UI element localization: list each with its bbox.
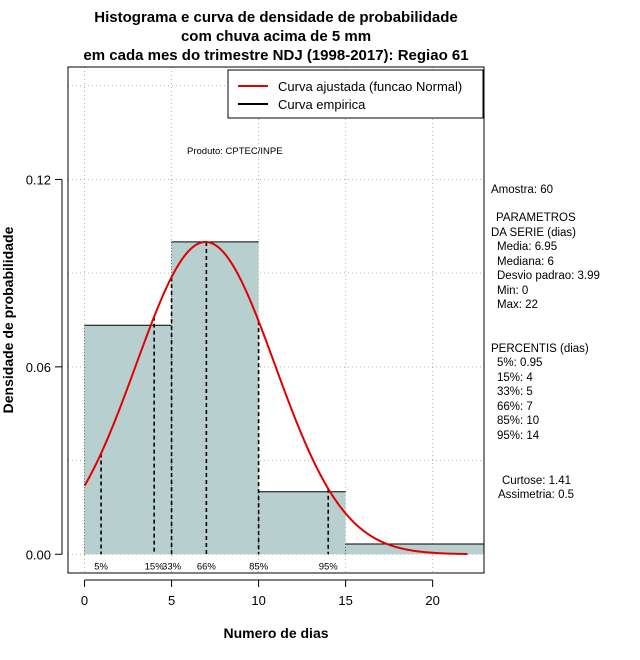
legend-label-empirical: Curva empirica	[278, 97, 366, 112]
stat-p85: 85%: 10	[497, 415, 539, 427]
statistics-panel: Amostra: 60 PARAMETROS DA SERIE (dias) M…	[491, 184, 600, 501]
stat-skewness: Assimetria: 0.5	[498, 489, 574, 501]
product-annotation: Produto: CPTEC/INPE	[187, 146, 283, 157]
histogram-bars	[84, 241, 484, 555]
stat-p33: 33%: 5	[497, 386, 533, 398]
percentile-label-95%: 95%	[319, 561, 339, 572]
stat-kurtosis: Curtose: 1.41	[502, 475, 571, 487]
y-tick-label-0.06: 0.06	[26, 360, 51, 375]
x-tick-label-0: 0	[81, 593, 88, 608]
stat-mean: Media: 6.95	[497, 241, 557, 253]
sample-size: Amostra: 60	[491, 184, 553, 196]
x-tick-label-10: 10	[251, 593, 265, 608]
stat-max: Max: 22	[497, 299, 538, 311]
y-axis: 0.00 0.06 0.12	[26, 172, 63, 562]
x-axis-title: Numero de dias	[223, 625, 328, 641]
stat-sd: Desvio padrao: 3.99	[497, 270, 600, 282]
params-header-1: PARAMETROS	[496, 212, 576, 224]
stat-p15: 15%: 4	[497, 372, 533, 384]
percentile-label-33%: 33%	[162, 561, 182, 572]
normal-curve	[83, 240, 468, 556]
stat-p5: 5%: 0.95	[497, 357, 542, 369]
percentiles-header: PERCENTIS (dias)	[491, 343, 589, 355]
stat-min: Min: 0	[497, 285, 528, 297]
legend: Curva ajustada (funcao Normal) Curva emp…	[227, 69, 484, 119]
stat-p66: 66%: 7	[497, 401, 533, 413]
x-tick-label-5: 5	[168, 593, 175, 608]
y-axis-title: Densidade de probabilidade	[0, 226, 16, 413]
stat-median: Mediana: 6	[497, 256, 554, 268]
legend-box	[227, 69, 484, 119]
percentile-label-5%: 5%	[94, 561, 108, 572]
normal-fit-curve	[83, 240, 468, 556]
chart-title-line-1: Histograma e curva de densidade de proba…	[94, 9, 457, 26]
percentile-lines: 5% 15%33% 66% 85% 95%	[94, 241, 339, 572]
percentile-label-66%: 66%	[197, 561, 217, 572]
histogram-bar-3	[258, 491, 346, 555]
params-header-2: DA SERIE (dias)	[491, 227, 576, 239]
x-tick-label-20: 20	[425, 593, 439, 608]
y-tick-label-0.12: 0.12	[26, 172, 51, 187]
y-tick-label-0.00: 0.00	[26, 547, 51, 562]
percentile-label-85%: 85%	[249, 561, 269, 572]
chart-title-line-2: com chuva acima de 5 mm	[181, 28, 371, 45]
legend-label-fit: Curva ajustada (funcao Normal)	[278, 79, 462, 94]
percentile-label-15%: 15%	[145, 561, 165, 572]
x-tick-label-15: 15	[338, 593, 352, 608]
histogram-bar-2	[171, 241, 259, 555]
histogram-bar-1	[84, 325, 172, 555]
stat-p95: 95%: 14	[497, 430, 540, 442]
chart-title-line-3: em cada mes do trimestre NDJ (1998-2017)…	[83, 47, 468, 64]
x-axis: 0 5 10 15 20	[81, 579, 440, 608]
plot-frame	[67, 66, 485, 574]
histogram-bar-4	[345, 543, 484, 555]
